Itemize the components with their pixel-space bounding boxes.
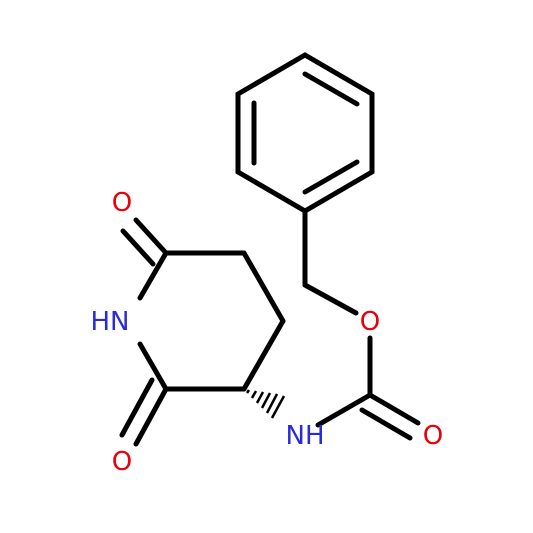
double-bond [359, 407, 413, 441]
hashed-wedge [245, 389, 286, 419]
atom-label: O [112, 447, 132, 477]
bond [315, 392, 373, 428]
atom-label: O [112, 188, 132, 218]
benzene-ring [235, 52, 375, 214]
double-bond [120, 228, 156, 267]
bond [133, 386, 169, 447]
bonds [119, 52, 421, 447]
bond [137, 341, 169, 392]
double-bond [302, 159, 360, 195]
atom-label: HN [91, 307, 130, 337]
double-bond [302, 71, 360, 107]
bond [367, 392, 421, 426]
bond [133, 217, 169, 256]
bond [137, 250, 169, 301]
atom-label: O [423, 421, 443, 451]
double-bond [119, 377, 155, 438]
atom-label: NH [286, 421, 325, 451]
bond [241, 250, 286, 324]
atom-label: O [360, 307, 380, 337]
bond [302, 282, 359, 316]
bond [241, 318, 286, 392]
